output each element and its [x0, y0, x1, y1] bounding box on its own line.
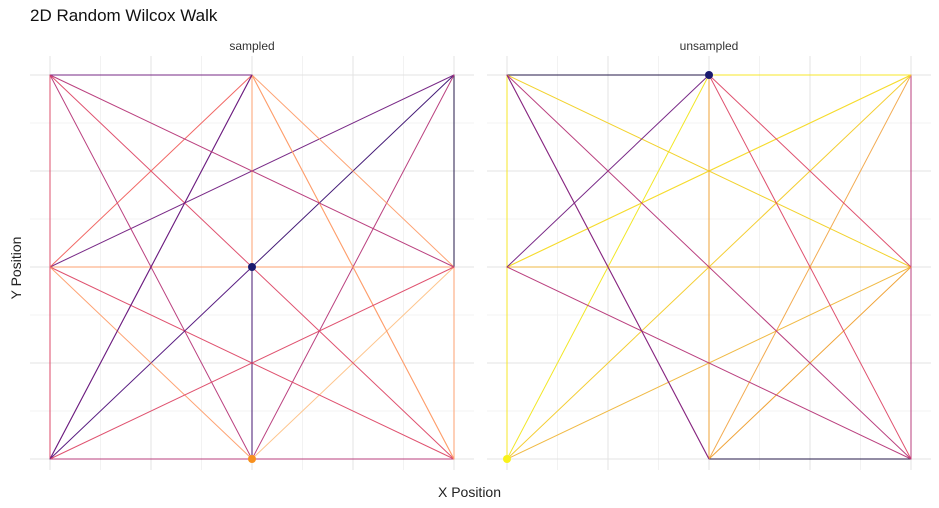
walk-segment [506, 266, 912, 460]
walk-segment [49, 266, 253, 460]
facet-panel-sampled: sampled [30, 39, 474, 470]
walk-segment [49, 74, 253, 268]
walk-segment [708, 74, 912, 268]
walk-point [503, 455, 511, 463]
walk-segment [49, 74, 253, 460]
walk-segment [49, 266, 455, 460]
walk-segment [251, 74, 455, 268]
walk-point [248, 455, 256, 463]
walk-segment [506, 74, 710, 460]
chart-title: 2D Random Wilcox Walk [30, 6, 218, 25]
walk-segment [708, 74, 912, 460]
walk-segment [251, 74, 455, 460]
walk-segment [49, 74, 455, 268]
walk-segment [506, 74, 912, 460]
facet-panel-unsampled: unsampled [487, 39, 931, 470]
facet-label-sampled: sampled [229, 39, 274, 53]
facet-label-unsampled: unsampled [680, 39, 739, 53]
walk-point [248, 263, 256, 271]
x-axis-label: X Position [437, 484, 502, 500]
walk-point [705, 71, 713, 79]
